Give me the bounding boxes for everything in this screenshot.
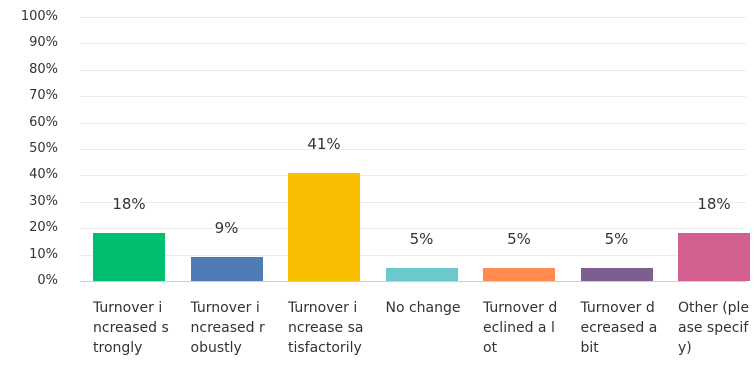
y-tick-label: 0% <box>37 273 58 288</box>
grid-line <box>80 43 746 44</box>
y-tick-label: 50% <box>29 141 58 156</box>
bar[interactable] <box>580 267 653 281</box>
category-label: Turnover increase satisfactorily <box>288 300 364 356</box>
category-label: Turnover decreased a bit <box>580 300 658 356</box>
category-label: Other (please specify) <box>678 300 750 356</box>
y-tick-label: 10% <box>29 246 58 262</box>
grid-line <box>80 96 746 97</box>
category-label: Turnover increased robustly <box>190 300 265 356</box>
y-tick-label: 100% <box>20 9 58 24</box>
grid-line <box>80 70 746 71</box>
bar[interactable] <box>483 267 555 281</box>
bar-value-label: 5% <box>507 229 531 248</box>
bar[interactable] <box>385 267 458 281</box>
y-tick-label: 90% <box>29 35 58 51</box>
bar-value-label: 9% <box>214 219 239 238</box>
category-label: Turnover declined a lot <box>483 300 558 356</box>
grid-line <box>80 228 746 229</box>
y-tick-label: 30% <box>29 193 58 209</box>
bar-value-label: 5% <box>409 229 434 248</box>
grid-line <box>80 123 746 124</box>
grid-line <box>80 281 746 282</box>
y-tick-label: 60% <box>29 114 58 130</box>
grid-line <box>80 17 746 18</box>
grid-line <box>80 255 746 256</box>
category-label: No change <box>385 300 461 316</box>
y-tick-label: 70% <box>29 88 58 104</box>
bar[interactable] <box>288 172 360 281</box>
bar-value-label: 18% <box>112 195 146 214</box>
y-tick-label: 40% <box>29 167 58 183</box>
category-label: Turnover increased strongly <box>93 300 169 356</box>
y-tick-label: 20% <box>29 220 58 236</box>
bar[interactable] <box>190 257 263 281</box>
bar-value-label: 18% <box>697 195 731 214</box>
grid-line <box>80 202 746 203</box>
bar-value-label: 41% <box>307 134 341 153</box>
bar[interactable] <box>93 233 165 281</box>
grid-line <box>80 149 746 150</box>
grid-line <box>80 175 746 176</box>
y-tick-label: 80% <box>29 61 58 77</box>
bar-value-label: 5% <box>604 229 629 248</box>
bar[interactable] <box>678 233 750 281</box>
